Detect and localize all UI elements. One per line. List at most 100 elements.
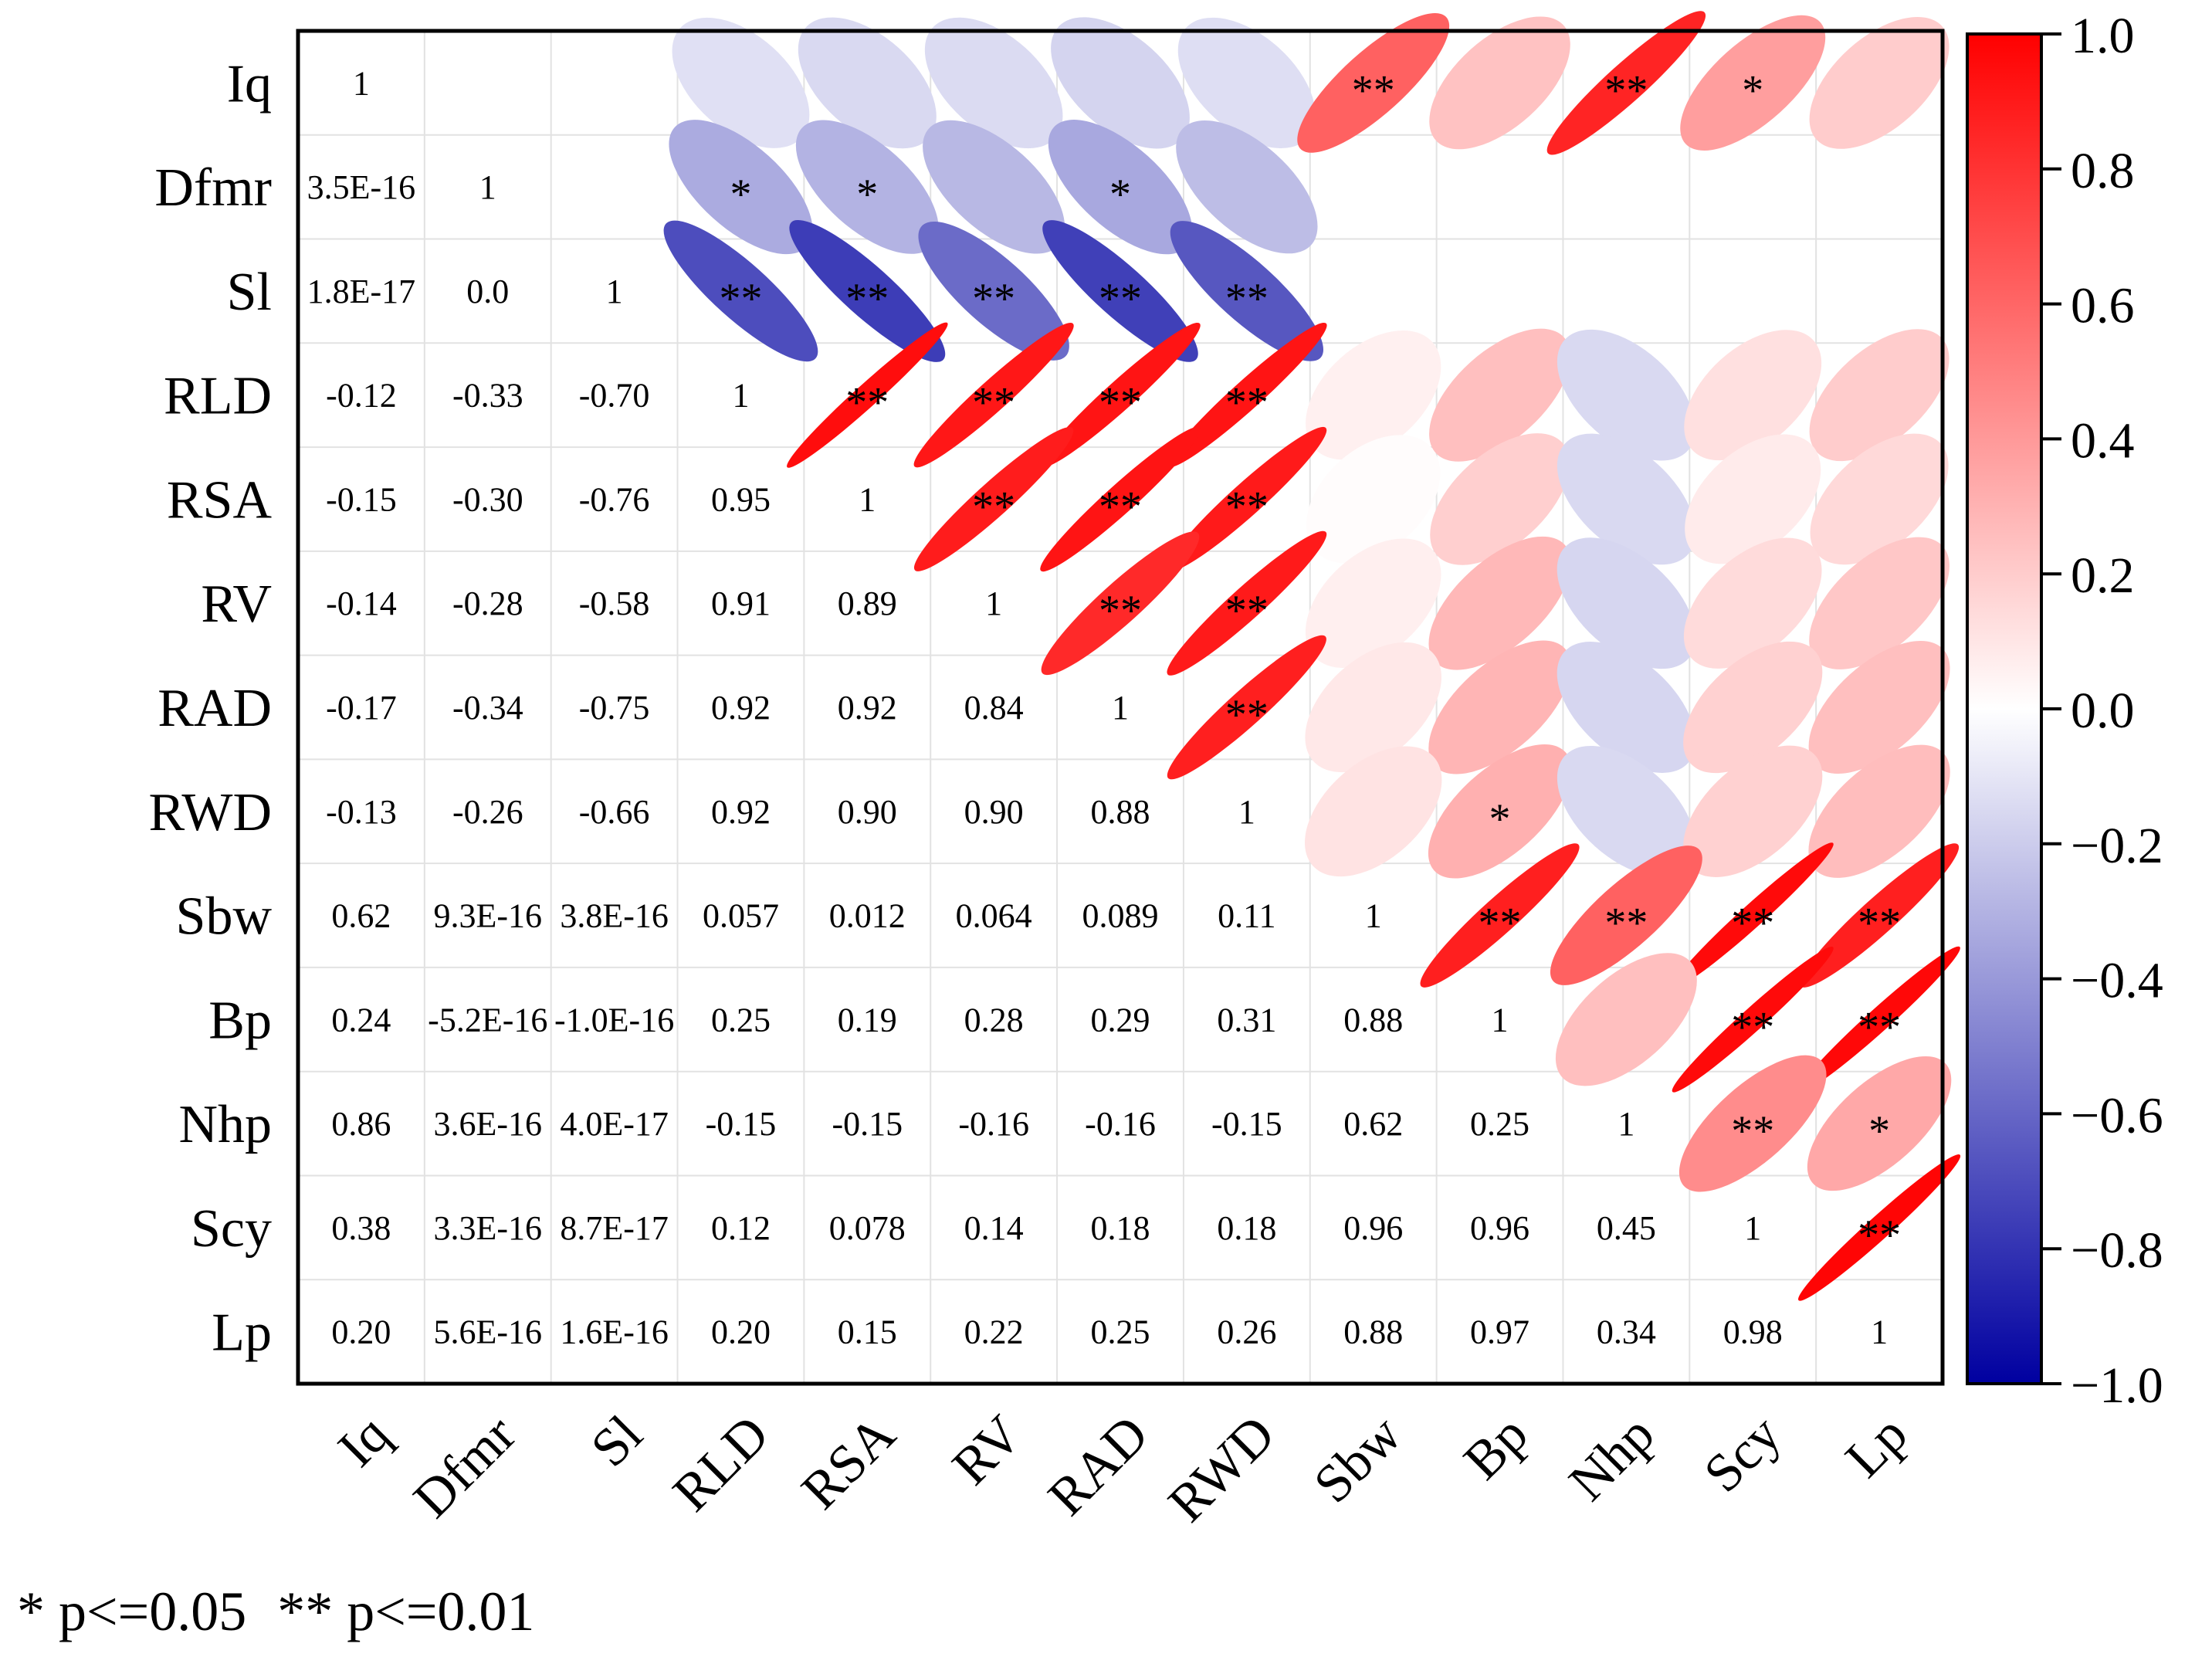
significance-legend: * p<=0.05 ** p<=0.01 [17, 1580, 565, 1644]
significance-mark: ** [1225, 379, 1269, 427]
row-label: Dfmr [154, 158, 272, 218]
corr-ellipse [1555, 953, 1697, 1086]
colorbar-tick-label: −1.0 [2071, 1357, 2163, 1414]
colorbar-tick-label: 0.2 [2071, 547, 2135, 604]
corr-ellipse [913, 427, 1074, 571]
corr-ellipse [1684, 330, 1822, 461]
corr-value-label: 0.20 [711, 1313, 771, 1351]
column-label: RSA [791, 1405, 907, 1521]
significance-mark: * [1742, 66, 1763, 114]
corr-value-label: 4.0E-17 [560, 1105, 669, 1143]
corr-value-label: -0.75 [579, 689, 650, 727]
row-label: RSA [167, 470, 273, 530]
corr-ellipse [1177, 17, 1316, 148]
corr-ellipse [1672, 946, 1834, 1093]
significance-mark: * [1868, 1107, 1890, 1155]
column-label: Dfmr [402, 1405, 527, 1530]
significance-mark: ** [1731, 1003, 1774, 1051]
corr-ellipse [1428, 536, 1571, 670]
corr-ellipse [923, 120, 1065, 254]
row-label: Lp [212, 1303, 272, 1363]
corr-ellipse [1430, 433, 1570, 565]
column-label: Scy [1693, 1405, 1793, 1504]
corr-value-label: -0.12 [326, 377, 397, 415]
corr-ellipse [1808, 744, 1950, 878]
corr-ellipse [669, 120, 813, 255]
corr-value-label: 0.34 [1597, 1313, 1656, 1351]
corr-value-label: 0.98 [1723, 1313, 1783, 1351]
row-label: Sbw [176, 887, 273, 947]
row-label: Nhp [178, 1095, 272, 1154]
corr-ellipse [663, 220, 818, 362]
corr-value-label: 0.11 [1218, 897, 1275, 935]
row-label: Sl [227, 263, 272, 322]
corr-value-label: 0.88 [1091, 793, 1150, 831]
corr-ellipse [1042, 220, 1198, 362]
corr-ellipse [1040, 426, 1201, 572]
corr-value-label: -0.66 [579, 793, 650, 831]
significance-mark: ** [1225, 483, 1269, 530]
corr-ellipse [1683, 745, 1823, 877]
corr-value-label: 0.92 [838, 689, 897, 727]
corr-ellipse [1546, 11, 1706, 155]
corr-ellipse [1429, 328, 1571, 462]
corr-value-label: 5.6E-16 [434, 1313, 543, 1351]
corr-ellipse [798, 17, 937, 149]
corr-value-label: 1 [479, 168, 496, 206]
corr-ellipse [1557, 537, 1696, 669]
corr-value-label: 1 [353, 64, 370, 102]
corr-value-label: -1.0E-16 [554, 1001, 674, 1039]
corr-value-label: 0.62 [331, 897, 391, 935]
corr-value-label: 3.5E-16 [307, 168, 416, 206]
corr-value-label: -0.33 [452, 377, 523, 415]
corr-ellipse [1167, 426, 1327, 571]
corr-ellipse [1809, 329, 1949, 462]
corr-value-label: -0.15 [706, 1105, 777, 1143]
corr-value-label: 0.064 [956, 897, 1032, 935]
corr-ellipse [1685, 434, 1821, 564]
corr-ellipse [1176, 120, 1318, 254]
corr-value-label: -0.76 [579, 480, 650, 518]
column-label: RV [941, 1405, 1033, 1496]
corr-ellipse [1305, 642, 1441, 773]
significance-mark: * [1489, 795, 1511, 843]
corr-ellipse [1167, 322, 1327, 468]
corr-ellipse [789, 219, 946, 362]
corr-ellipse [1550, 846, 1702, 985]
significance-mark: ** [1225, 275, 1269, 323]
corr-value-label: 1 [1112, 689, 1129, 727]
row-label: RLD [164, 367, 272, 426]
corr-value-label: 0.12 [711, 1209, 771, 1247]
corr-value-label: 0.84 [964, 689, 1024, 727]
corr-value-label: 8.7E-17 [560, 1209, 669, 1247]
corr-ellipse [1557, 329, 1695, 461]
corr-ellipse [795, 120, 939, 254]
significance-mark: ** [1604, 900, 1648, 947]
colorbar-tick-label: 0.0 [2071, 683, 2135, 739]
corr-ellipse [1040, 322, 1201, 468]
corr-value-label: 0.45 [1597, 1209, 1656, 1247]
corr-value-label: 1.6E-16 [560, 1313, 669, 1351]
corr-value-label: 1 [606, 273, 623, 310]
corr-ellipse [1297, 13, 1450, 153]
corr-value-label: -0.13 [326, 793, 397, 831]
corr-value-label: 0.24 [331, 1001, 391, 1039]
column-label: Lp [1834, 1405, 1919, 1489]
corr-value-label: 0.14 [964, 1209, 1024, 1247]
corr-value-label: 0.25 [1470, 1105, 1529, 1143]
corr-value-label: 0.92 [711, 689, 771, 727]
corr-value-label: 0.89 [838, 585, 897, 622]
significance-mark: ** [1731, 1107, 1774, 1155]
corr-ellipse [1557, 433, 1695, 565]
corr-value-label: 0.25 [1091, 1313, 1150, 1351]
colorbar-tick-label: −0.4 [2071, 953, 2163, 1009]
corr-ellipse [1678, 1055, 1827, 1192]
corr-value-label: -0.70 [579, 377, 650, 415]
corr-value-label: -0.28 [452, 585, 523, 622]
corr-value-label: -0.15 [1211, 1105, 1282, 1143]
significance-mark: ** [1225, 691, 1269, 739]
corr-value-label: 0.88 [1343, 1001, 1403, 1039]
corr-ellipse [1170, 221, 1323, 361]
significance-mark: ** [1099, 379, 1142, 427]
colorbar-tick-label: 0.6 [2071, 278, 2135, 334]
